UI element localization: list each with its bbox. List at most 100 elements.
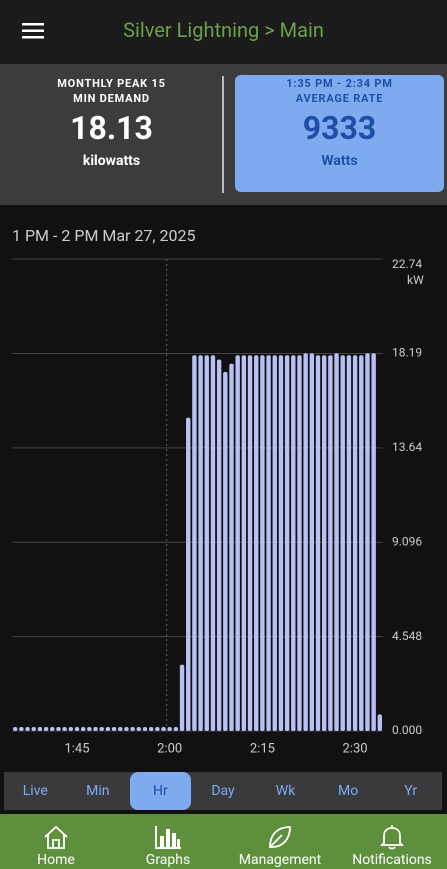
range-tab[interactable]: Yr xyxy=(404,783,418,799)
y-tick-label: 4.548 xyxy=(392,629,422,643)
bar xyxy=(284,355,290,731)
bar xyxy=(167,727,172,731)
x-tick-label: 2:15 xyxy=(250,741,275,756)
bar xyxy=(155,727,160,731)
bottom-nav: Home Graphs Management Notifications xyxy=(0,814,447,869)
bar xyxy=(278,355,284,731)
range-tab[interactable]: Live xyxy=(22,783,48,799)
bar xyxy=(80,727,86,731)
bar xyxy=(87,727,92,731)
bar xyxy=(99,727,104,731)
bar xyxy=(272,355,277,731)
bar xyxy=(62,727,67,731)
graphs-icon xyxy=(155,826,181,849)
range-tab[interactable]: Day xyxy=(211,783,235,799)
y-axis-label: kW xyxy=(407,273,424,287)
nav-label: Management xyxy=(238,852,322,868)
bar xyxy=(19,727,24,731)
bar xyxy=(322,355,327,731)
bar xyxy=(93,727,98,731)
nav-label: Home xyxy=(37,852,75,868)
peak-card: MONTHLY PEAK 15 MIN DEMAND 18.13 kilowat… xyxy=(0,64,223,205)
home-icon xyxy=(44,825,68,849)
range-tab[interactable]: Min xyxy=(86,783,110,799)
bar xyxy=(359,355,364,731)
range-tab[interactable]: Mo xyxy=(338,783,359,799)
leaf-icon xyxy=(269,826,291,848)
bar xyxy=(297,355,302,731)
nav-home[interactable]: Home xyxy=(16,814,96,869)
bar xyxy=(37,727,43,731)
bar xyxy=(105,727,111,731)
bar xyxy=(241,355,247,731)
bar xyxy=(260,355,265,731)
bar xyxy=(371,353,376,731)
menu-button[interactable] xyxy=(22,22,44,40)
bar xyxy=(254,355,259,731)
bar xyxy=(346,355,352,731)
bar xyxy=(315,355,321,731)
bar xyxy=(235,355,240,731)
card-unit: kilowatts xyxy=(82,153,141,169)
bar xyxy=(124,727,129,731)
card-label: 1:35 PM - 2:34 PM xyxy=(286,77,393,90)
bar xyxy=(25,727,30,731)
bar xyxy=(377,714,383,731)
bar xyxy=(216,359,222,731)
divider xyxy=(222,76,224,193)
bar xyxy=(179,664,185,731)
bar xyxy=(198,355,203,731)
bar xyxy=(148,727,154,731)
x-tick-label: 1:45 xyxy=(64,741,89,756)
y-tick-label: 9.096 xyxy=(392,534,422,548)
bar xyxy=(229,363,234,731)
bar xyxy=(247,355,253,731)
nav-graphs[interactable]: Graphs xyxy=(128,814,208,869)
nav-label: Notifications xyxy=(352,852,432,868)
bar xyxy=(309,353,315,731)
y-tick-label: 22.74 xyxy=(392,257,422,271)
bar xyxy=(74,727,80,731)
card-label: MONTHLY PEAK 15 xyxy=(57,77,166,90)
bar xyxy=(291,355,296,731)
bar xyxy=(31,727,36,731)
y-tick-label: 0.000 xyxy=(392,723,422,737)
chart-title: 1 PM - 2 PM Mar 27, 2025 xyxy=(12,226,196,245)
chart: 1 PM - 2 PM Mar 27, 2025 0.000 4.548 9.096… xyxy=(12,226,424,756)
bar xyxy=(43,727,49,731)
card-label: AVERAGE RATE xyxy=(295,92,384,105)
bar xyxy=(56,727,61,731)
rate-card: 1:35 PM - 2:34 PM AVERAGE RATE 9333 Watt… xyxy=(235,75,444,192)
bar xyxy=(192,355,197,731)
bar xyxy=(111,727,117,731)
card-label: MIN DEMAND xyxy=(73,92,150,105)
y-tick-label: 18.19 xyxy=(392,346,422,360)
bar xyxy=(352,355,358,731)
nav-label: Graphs xyxy=(145,852,191,868)
y-tick-label: 13.64 xyxy=(392,440,422,454)
card-unit: Watts xyxy=(321,153,358,169)
bar xyxy=(223,371,228,731)
bar xyxy=(365,353,370,731)
header-title: Silver Lightning > Main xyxy=(123,18,324,42)
bell-icon xyxy=(379,825,405,850)
range-tab[interactable]: Hr xyxy=(130,772,191,810)
range-tab[interactable]: Wk xyxy=(275,783,296,799)
bar xyxy=(136,727,141,731)
bar xyxy=(13,727,18,731)
header: Silver Lightning > Main xyxy=(0,0,447,64)
bar xyxy=(334,353,339,731)
bar xyxy=(210,355,216,731)
bar xyxy=(173,727,179,731)
summary-cards: MONTHLY PEAK 15 MIN DEMAND 18.13 kilowat… xyxy=(0,64,447,205)
nav-notifications[interactable]: Notifications xyxy=(346,814,438,869)
bar xyxy=(118,727,123,731)
x-tick-label: 2:00 xyxy=(157,741,182,756)
bar xyxy=(50,727,55,731)
bar xyxy=(328,355,333,731)
nav-management[interactable]: Management xyxy=(232,814,328,869)
bar xyxy=(266,355,271,731)
card-value: 9333 xyxy=(302,109,377,147)
